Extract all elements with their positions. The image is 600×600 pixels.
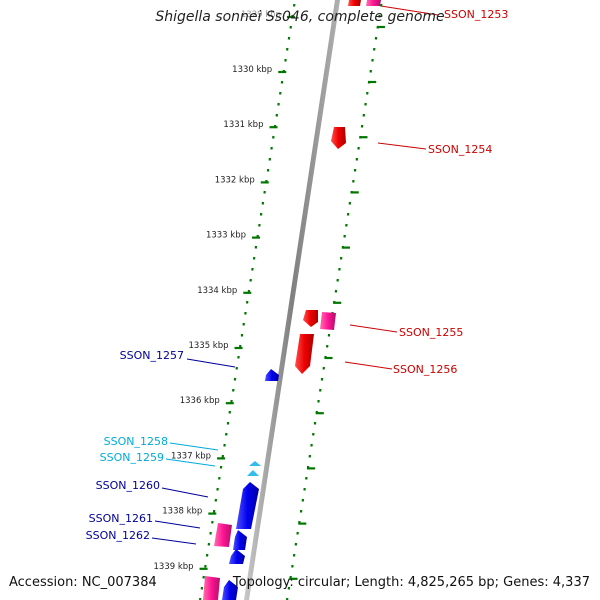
gene-arrow-reverse-bottom (222, 580, 238, 600)
accession-text: Accession: NC_007384 (9, 575, 157, 590)
gene-labels: SSON_1253 SSON_1254 SSON_1255 SSON_1256 … (86, 8, 509, 542)
rna-arrow-bottom (203, 576, 220, 600)
rna-arrow-1261 (214, 523, 232, 547)
kbp-ruler: 1329 kbp 1330 kbp 1331 kbp 1332 kbp 1333 kbp… (154, 10, 385, 580)
gene-arrow-reverse-1257 (265, 369, 279, 381)
genome-summary-text: Topology: circular; Length: 4,825,265 bp… (232, 575, 590, 590)
gene-label-sson-1257[interactable]: SSON_1257 (120, 349, 184, 362)
kbp-tick-label: 1334 kbp (197, 286, 237, 296)
kbp-tick-label: 1330 kbp (232, 65, 272, 75)
kbp-tick-label: 1333 kbp (206, 231, 246, 241)
kbp-tick-label: 1332 kbp (215, 175, 255, 185)
kbp-tick-label: 1331 kbp (223, 120, 263, 130)
kbp-tick-label: 1336 kbp (180, 396, 220, 406)
gene-label-sson-1253[interactable]: SSON_1253 (444, 8, 508, 21)
gene-label-sson-1261[interactable]: SSON_1261 (89, 512, 153, 525)
reverse-strand-genes (203, 369, 279, 600)
gene-arrow-reverse-1262 (229, 549, 245, 564)
gene-arrow-forward-1253-a (348, 0, 361, 6)
rna-arrow-1253-b (366, 0, 381, 6)
gene-label-sson-1262[interactable]: SSON_1262 (86, 529, 150, 542)
gene-arrow-light-1259 (247, 470, 259, 476)
kbp-tick-label: 1329 kbp (241, 10, 281, 20)
gene-arrow-light-1258 (249, 461, 261, 466)
gene-arrow-reverse-1261b (233, 530, 247, 550)
rna-arrow-1255-b (320, 312, 336, 330)
gene-label-sson-1260[interactable]: SSON_1260 (96, 479, 160, 492)
gene-label-sson-1255[interactable]: SSON_1255 (399, 326, 463, 339)
gene-label-sson-1254[interactable]: SSON_1254 (428, 143, 492, 156)
gene-label-sson-1258[interactable]: SSON_1258 (104, 435, 168, 448)
genome-title: Shigella sonnei Ss046, complete genome (155, 9, 445, 25)
gene-arrow-forward-1256 (295, 334, 314, 374)
kbp-tick-label: 1338 kbp (162, 507, 202, 517)
genome-backbone (244, 0, 340, 600)
gene-label-sson-1256[interactable]: SSON_1256 (393, 363, 457, 376)
gene-label-sson-1259[interactable]: SSON_1259 (100, 451, 164, 464)
kbp-tick-label: 1335 kbp (188, 341, 228, 351)
forward-strand-genes (295, 0, 381, 374)
gene-arrow-forward-1254 (331, 127, 346, 149)
gene-leader-lines (151, 5, 439, 545)
gene-arrow-reverse-1260 (236, 482, 259, 529)
kbp-tick-label: 1339 kbp (154, 562, 194, 572)
kbp-tick-label: 1337 kbp (171, 451, 211, 461)
gene-arrow-forward-1255-a (303, 310, 318, 327)
